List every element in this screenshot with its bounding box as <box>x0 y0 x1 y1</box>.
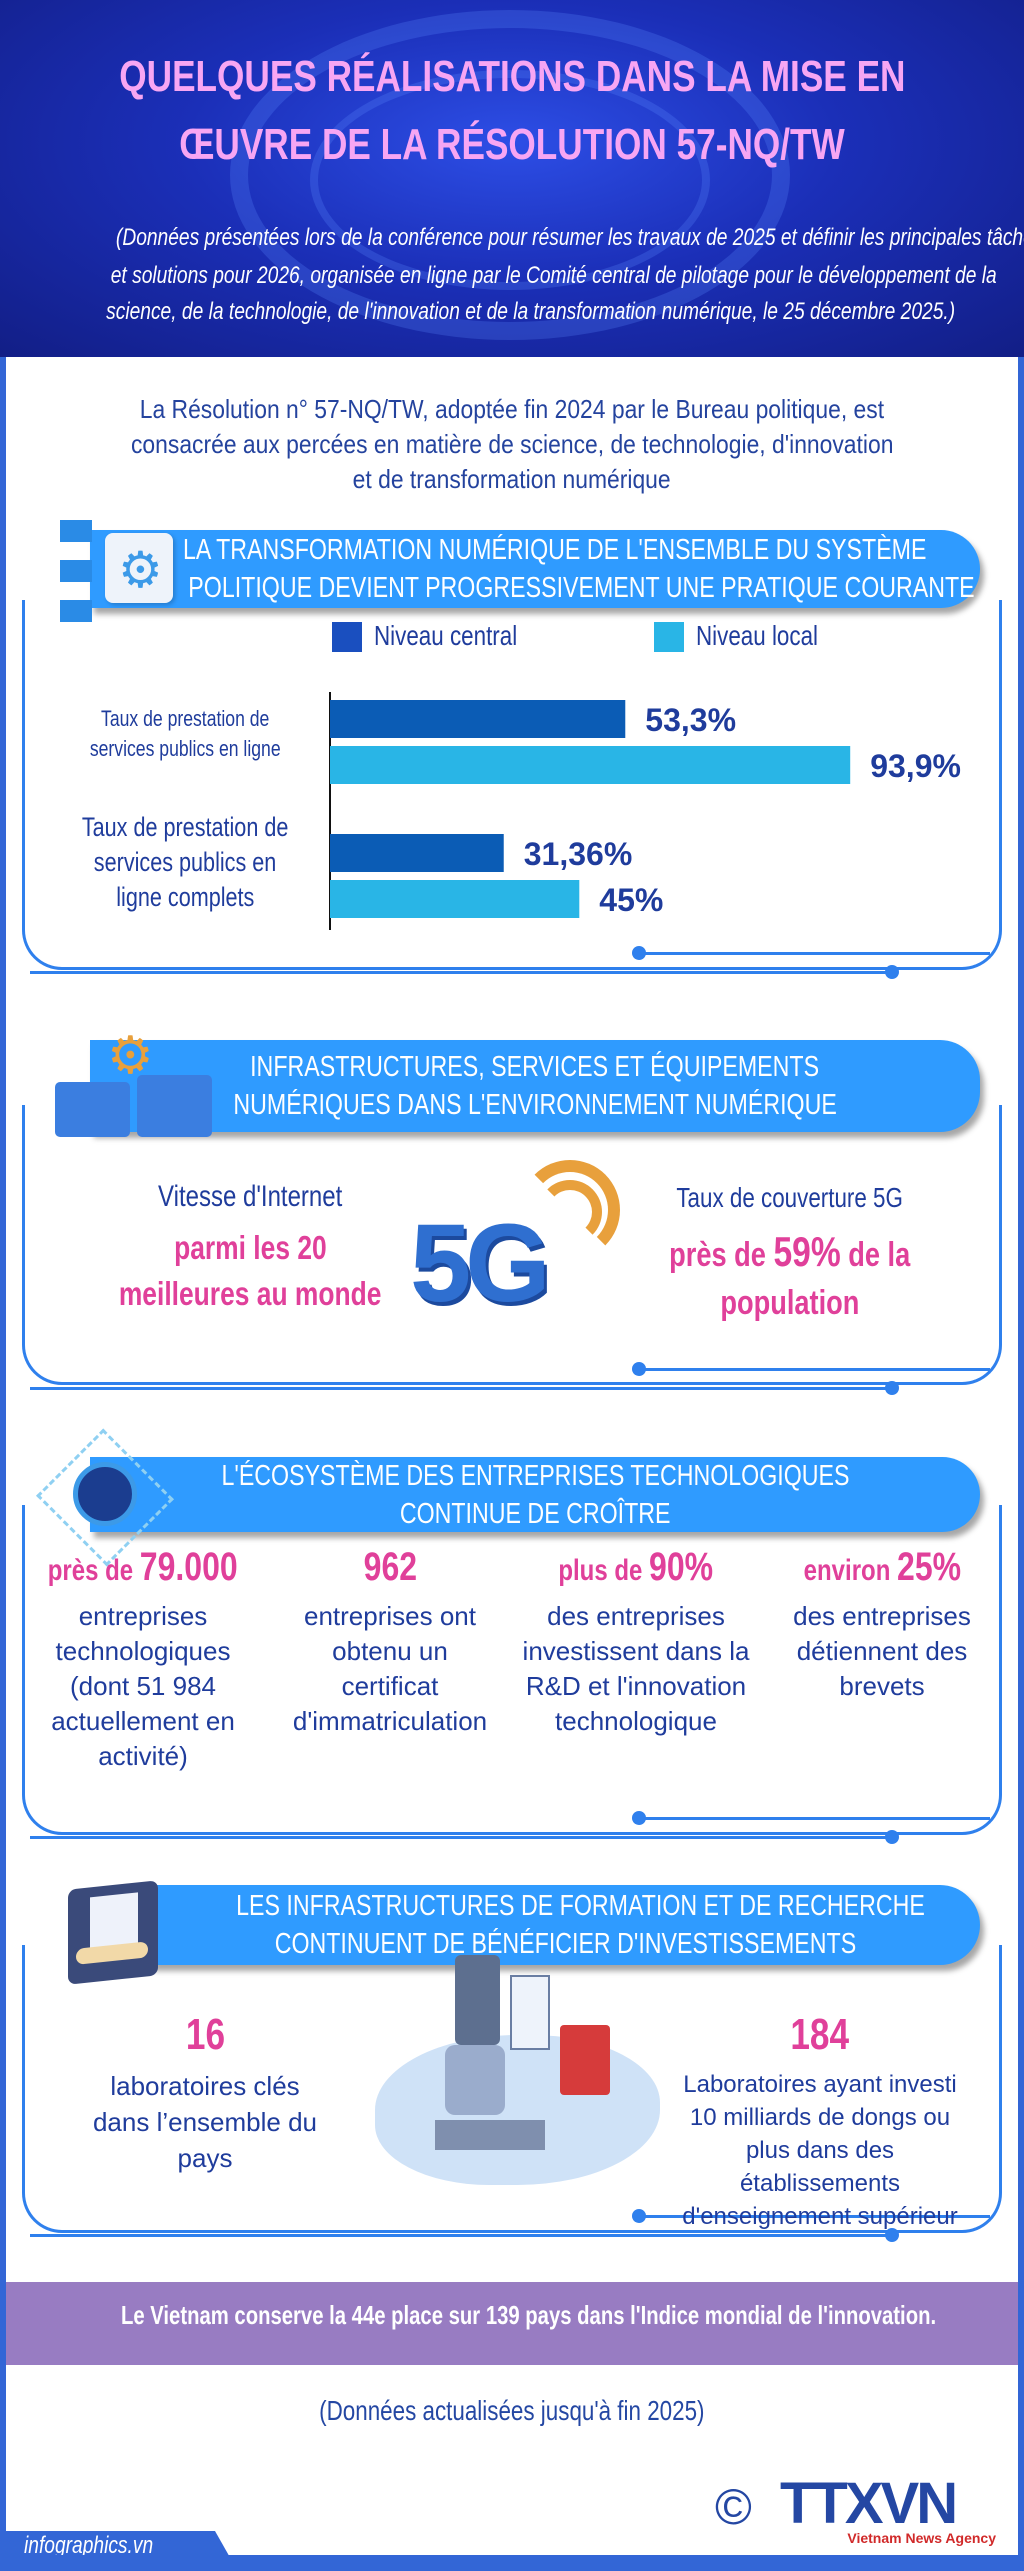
section-2-box <box>22 1105 1002 1385</box>
legend-swatch-central <box>332 622 362 652</box>
laboratory-illustration <box>375 1955 660 2185</box>
legend-swatch-local <box>654 622 684 652</box>
bar-local-1 <box>330 746 851 784</box>
intro-line-1: La Résolution n° 57-NQ/TW, adoptée fin 2… <box>139 394 885 424</box>
internet-speed-highlight: parmi les 20 meilleures au monde <box>118 1229 382 1312</box>
bar-value-label: 45% <box>599 882 663 918</box>
bar-local-2 <box>330 880 580 918</box>
stat-certificates: 962 entreprises ont obtenu un certificat… <box>292 1545 488 1736</box>
stat-key-labs: 16 laboratoires clés dans l’ensemble du … <box>92 2010 318 2173</box>
legend-label-local: Niveau local <box>696 620 819 651</box>
subtitle-line-3: science, de la technologie, de l'innovat… <box>106 298 956 325</box>
section-4-banner: LES INFRASTRUCTURES DE FORMATION ET DE R… <box>150 1885 980 1965</box>
innovation-index-banner: Le Vietnam conserve la 44e place sur 139… <box>6 2282 1018 2365</box>
stat-patents: environ 25% des entreprises détiennent d… <box>793 1545 971 1701</box>
bar-value-label: 31,36% <box>524 836 633 872</box>
legend-label-central: Niveau central <box>374 620 518 651</box>
bar-chart: 53,3% 93,9% 31,36% 45% <box>329 692 961 930</box>
lab-tools-icon <box>68 1880 158 1985</box>
intro-line-2: consacrée aux percées en matière de scie… <box>130 429 894 459</box>
bar-value-label: 93,9% <box>870 748 961 784</box>
5g-signal-icon: 5G <box>410 1160 620 1330</box>
subtitle-line-1: (Données présentées lors de la conférenc… <box>115 224 1024 251</box>
ttxvn-logo: TTXVN Vietnam News Agency <box>780 2471 996 2547</box>
category-label-1: Taux de prestation de services publics e… <box>89 706 281 761</box>
5g-coverage-highlight: près de 59% de la population <box>669 1228 911 1322</box>
section-3-box <box>22 1505 1002 1835</box>
section-2-banner: INFRASTRUCTURES, SERVICES ET ÉQUIPEMENTS… <box>90 1040 980 1132</box>
category-label-2: Taux de prestation de services publics e… <box>81 812 289 912</box>
section-4-box <box>22 1945 1002 2233</box>
page-title-line-2: ŒUVRE DE LA RÉSOLUTION 57-NQ/TW <box>179 120 845 169</box>
ecosystem-icon <box>36 1428 174 1567</box>
gears-icon: ⚙ <box>60 515 180 622</box>
data-note: (Données actualisées jusqu'à fin 2025) <box>319 2395 705 2426</box>
page-title-line-1: QUELQUES RÉALISATIONS DANS LA MISE EN <box>118 52 906 101</box>
stat-rd-investment: plus de 90% des entreprises investissent… <box>522 1545 750 1736</box>
section-3-banner: L'ÉCOSYSTÈME DES ENTREPRISES TECHNOLOGIQ… <box>90 1457 980 1532</box>
section-1-banner: LA TRANSFORMATION NUMÉRIQUE DE L'ENSEMBL… <box>90 530 980 608</box>
internet-speed-label: Vitesse d'Internet <box>157 1180 343 1213</box>
section-1-box <box>22 600 1002 970</box>
bar-central-1 <box>330 700 626 738</box>
servers-icon: ⚙ <box>55 1030 215 1140</box>
stat-enterprises: près de 79.000 entreprises technologique… <box>48 1545 238 1771</box>
intro-line-3: et de transformation numérique <box>353 464 671 494</box>
header: QUELQUES RÉALISATIONS DANS LA MISE EN ŒU… <box>0 0 1024 357</box>
bar-value-label: 53,3% <box>645 702 736 738</box>
copyright-icon: © <box>715 2479 752 2535</box>
bar-central-2 <box>330 834 504 872</box>
subtitle-line-2: et solutions pour 2026, organisée en lig… <box>110 262 997 289</box>
stat-invested-labs: 184 Laboratoires ayant investi 10 millia… <box>682 2010 958 2230</box>
5g-coverage-label: Taux de couverture 5G <box>676 1182 904 1213</box>
footer-bar <box>0 2555 1024 2571</box>
